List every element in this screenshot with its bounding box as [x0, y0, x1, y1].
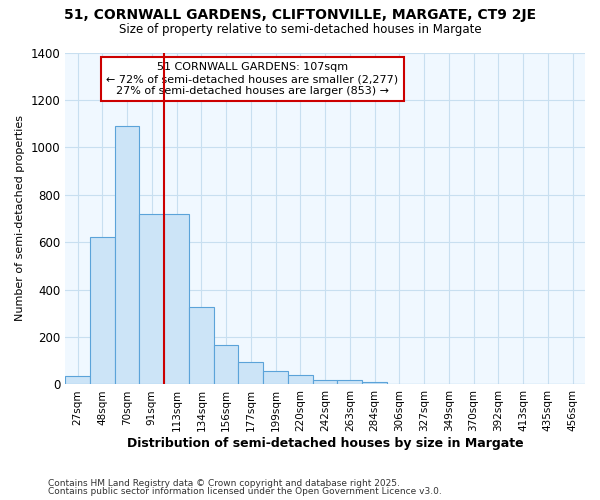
Y-axis label: Number of semi-detached properties: Number of semi-detached properties [15, 116, 25, 322]
Text: 51 CORNWALL GARDENS: 107sqm
← 72% of semi-detached houses are smaller (2,277)
27: 51 CORNWALL GARDENS: 107sqm ← 72% of sem… [106, 62, 398, 96]
Text: Size of property relative to semi-detached houses in Margate: Size of property relative to semi-detach… [119, 22, 481, 36]
Bar [115, 126, 139, 384]
Text: Contains HM Land Registry data © Crown copyright and database right 2025.: Contains HM Land Registry data © Crown c… [48, 478, 400, 488]
Bar [90, 238, 115, 384]
Bar [362, 382, 387, 384]
Bar [313, 380, 337, 384]
Text: 51, CORNWALL GARDENS, CLIFTONVILLE, MARGATE, CT9 2JE: 51, CORNWALL GARDENS, CLIFTONVILLE, MARG… [64, 8, 536, 22]
X-axis label: Distribution of semi-detached houses by size in Margate: Distribution of semi-detached houses by … [127, 437, 523, 450]
Bar [65, 376, 90, 384]
Bar [238, 362, 263, 384]
Bar [337, 380, 362, 384]
Bar [214, 344, 238, 385]
Text: Contains public sector information licensed under the Open Government Licence v3: Contains public sector information licen… [48, 487, 442, 496]
Bar [288, 376, 313, 384]
Bar [164, 214, 189, 384]
Bar [189, 306, 214, 384]
Bar [263, 370, 288, 384]
Bar [139, 214, 164, 384]
